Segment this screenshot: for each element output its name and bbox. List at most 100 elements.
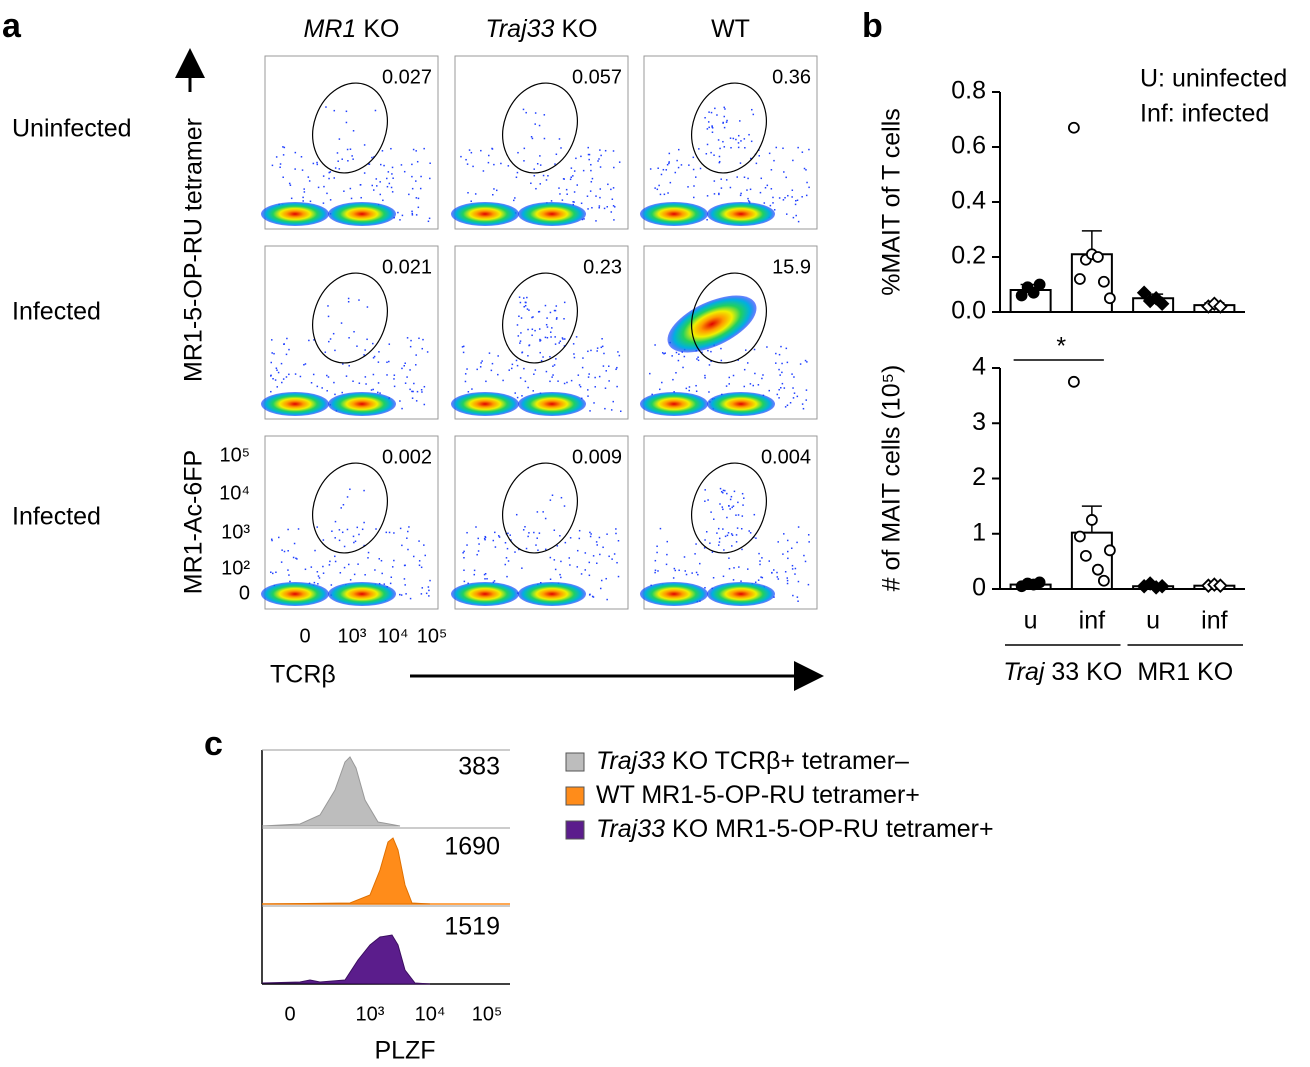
event [705, 153, 708, 155]
event [558, 187, 560, 189]
event [473, 573, 476, 576]
event [357, 563, 359, 565]
event [602, 365, 605, 367]
event [391, 566, 394, 568]
event [271, 572, 274, 575]
event [546, 326, 549, 328]
event [423, 385, 426, 388]
event [576, 566, 579, 568]
event [663, 352, 665, 355]
event [558, 342, 560, 344]
data-point [1142, 576, 1158, 591]
event [294, 168, 296, 170]
event [608, 380, 610, 382]
event [466, 544, 468, 546]
event [493, 163, 495, 166]
gate-value: 0.021 [382, 256, 432, 278]
event [604, 149, 607, 152]
event [480, 149, 482, 152]
plot-frame [454, 435, 629, 610]
event [791, 564, 794, 567]
event [714, 107, 716, 110]
event [605, 577, 607, 580]
event [405, 593, 407, 595]
population [518, 582, 586, 606]
event [304, 363, 307, 365]
event [733, 567, 735, 569]
event [381, 572, 383, 575]
event [560, 147, 562, 149]
event [401, 367, 403, 370]
event [480, 362, 482, 364]
event [373, 355, 376, 358]
event [801, 196, 803, 198]
event [553, 309, 556, 312]
event [518, 296, 521, 298]
event [757, 384, 760, 386]
event [538, 310, 541, 313]
event [415, 214, 418, 216]
plot-frame [264, 55, 439, 230]
event [710, 360, 712, 363]
event [533, 531, 535, 534]
event [753, 348, 756, 351]
event [419, 187, 422, 190]
data-point [1033, 576, 1046, 589]
gate-value: 0.36 [772, 66, 811, 88]
event [601, 338, 603, 340]
event [397, 211, 399, 214]
event [484, 578, 486, 580]
event [797, 146, 799, 149]
event [361, 528, 364, 531]
event [561, 199, 564, 201]
event [784, 196, 786, 199]
event [728, 557, 730, 559]
event [277, 371, 280, 374]
event [563, 318, 565, 320]
event [560, 560, 562, 563]
event [740, 192, 742, 195]
event [472, 165, 474, 168]
event [732, 374, 735, 377]
event [759, 560, 761, 562]
event [520, 317, 523, 319]
event [488, 352, 491, 354]
event [776, 576, 779, 578]
event [462, 552, 464, 554]
event [343, 566, 346, 569]
event [718, 193, 720, 196]
event [506, 547, 509, 550]
event [695, 384, 697, 387]
event [528, 309, 530, 311]
event [762, 374, 764, 376]
event [554, 163, 556, 165]
event [546, 336, 549, 339]
y-tick-label: 0.6 [951, 132, 986, 160]
event [678, 569, 680, 572]
event [806, 361, 808, 363]
event [399, 593, 401, 596]
event [546, 317, 548, 319]
event [295, 557, 297, 560]
data-point [1091, 563, 1104, 576]
event [737, 514, 740, 516]
event [685, 387, 688, 390]
event [760, 576, 762, 578]
event [713, 180, 716, 182]
event [704, 116, 706, 119]
event [616, 561, 618, 564]
event [411, 212, 414, 215]
event [279, 163, 282, 165]
event [606, 598, 608, 601]
event [516, 171, 519, 174]
event [778, 197, 781, 199]
event [732, 505, 735, 507]
data-point [1103, 544, 1116, 557]
event [429, 579, 431, 582]
event [415, 197, 418, 199]
event [752, 384, 755, 387]
x-tick-label: u [1024, 607, 1038, 635]
population [328, 202, 396, 226]
event [270, 538, 273, 541]
event [787, 194, 789, 197]
